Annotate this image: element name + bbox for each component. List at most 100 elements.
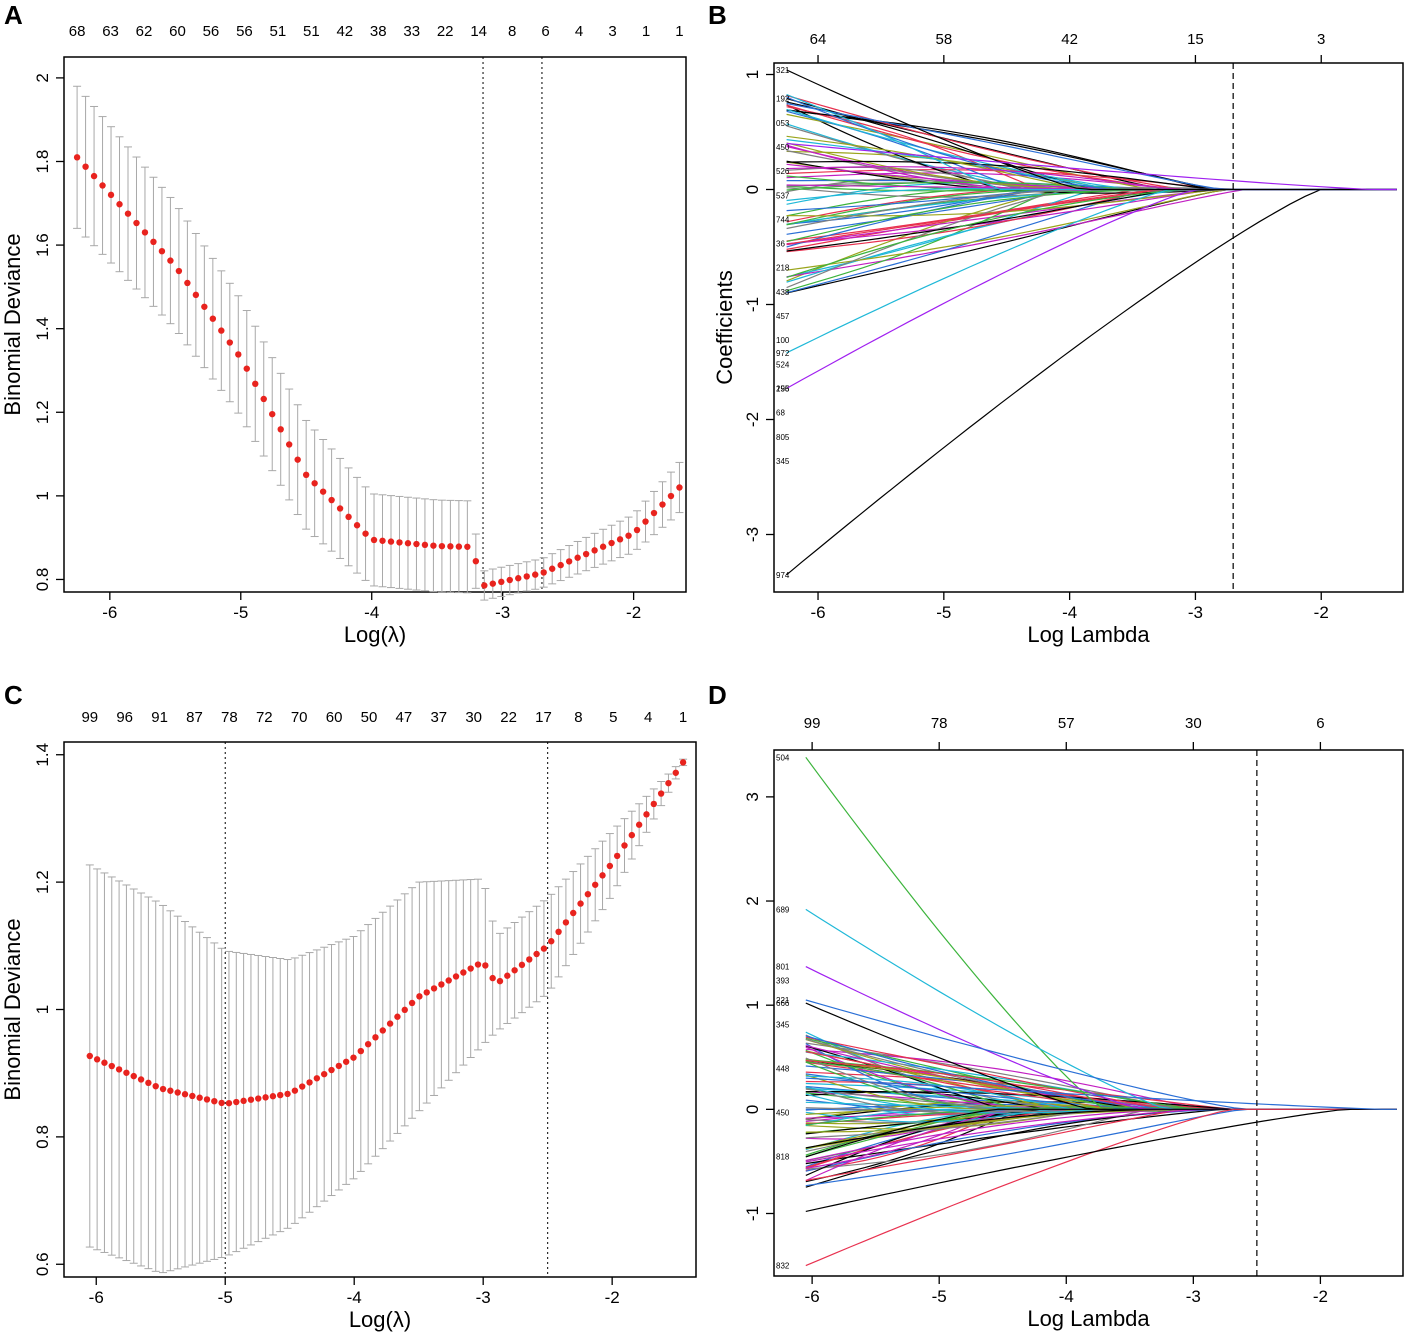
panel-a-data-point xyxy=(235,351,242,358)
panel-a-data-point xyxy=(455,543,463,550)
panel-a-top-axis-label: 22 xyxy=(437,23,454,40)
panel-c-data-point xyxy=(423,989,430,996)
panel-c-data-point xyxy=(599,872,606,879)
panel-c-data-point xyxy=(159,1085,167,1093)
panel-d-top-axis-label: 30 xyxy=(1185,715,1202,732)
panel-a-data-point xyxy=(540,569,547,576)
panel-a-top-axis-label: 62 xyxy=(136,23,153,40)
panel-a-data-point xyxy=(557,561,564,569)
panel-b-variable-label: 295 xyxy=(776,384,790,393)
panel-c-data-point xyxy=(233,1098,240,1106)
panel-c-data-point xyxy=(577,900,584,907)
panel-c-data-point xyxy=(189,1092,196,1100)
panel-a-data-point xyxy=(404,540,412,547)
panel-a-data-point xyxy=(447,543,454,550)
panel-c-data-point xyxy=(489,974,496,982)
panel-d-top-axis-label: 99 xyxy=(804,715,821,732)
panel-c-data-point xyxy=(540,945,548,952)
panel-c-data-point xyxy=(533,950,540,958)
panel-b-x-axis-title: Log Lambda xyxy=(1027,622,1150,647)
panel-c-data-point xyxy=(613,852,621,860)
panel-a-chart: -6 -5 -4 -3 -2 0.8 1 1.2 1.4 1.6 1.8 2 Log(λ) Binomia… xyxy=(0,23,687,647)
panel-label-a: A xyxy=(4,0,23,30)
panel-a-data-point xyxy=(650,509,658,517)
panel-b-x-tick-label: -4 xyxy=(1062,603,1077,622)
panel-c-x-tick-label: -3 xyxy=(476,1288,491,1307)
panel-c-data-point xyxy=(342,1058,350,1065)
panel-b-variable-label: 450 xyxy=(776,143,790,152)
panel-d-coef-path-neg-black xyxy=(805,1108,1397,1212)
panel-d-x-axis-title: Log Lambda xyxy=(1027,1306,1150,1331)
panel-a-top-axis-label: 68 xyxy=(69,23,86,40)
panel-b-y-tick-label: 0 xyxy=(743,185,762,194)
panel-d-variable-label: 221 xyxy=(776,996,790,1005)
panel-a-data-point xyxy=(599,543,607,550)
panel-a-data-point xyxy=(633,526,641,534)
panel-d-variable-label: 666 xyxy=(776,999,790,1008)
panel-c-data-point xyxy=(218,1099,225,1107)
panel-a-data-point xyxy=(413,540,420,548)
panel-a-top-axis-label: 60 xyxy=(169,23,186,40)
panel-c-data-point xyxy=(130,1072,137,1080)
panel-b-chart: -6 -5 -4 -3 -2 -3 -2 -1 0 1 Log Lambda Coefficients… xyxy=(712,31,1404,647)
panel-c-data-point xyxy=(408,999,416,1007)
panel-a-y-tick-label: 1.2 xyxy=(33,400,52,424)
panel-c-data-point xyxy=(496,977,504,985)
panel-a-top-axis-label: 1 xyxy=(642,23,650,40)
panel-a-data-point xyxy=(421,541,429,549)
panel-d-variable-label: 801 xyxy=(776,963,790,972)
panel-c-data-point xyxy=(482,962,489,969)
panel-d-top-axis-label: 57 xyxy=(1058,715,1075,732)
panel-a-data-point xyxy=(277,426,284,433)
panel-b-coef-path-var37 xyxy=(786,188,1397,245)
panel-c-top-axis-label: 99 xyxy=(81,709,98,726)
panel-a-data-point xyxy=(294,456,301,463)
panel-c-top-axis-label: 96 xyxy=(116,709,133,726)
panel-a-data-point xyxy=(523,573,530,580)
panel-c-y-tick-label: 0.8 xyxy=(33,1125,52,1149)
panel-a-top-axis-label: 8 xyxy=(508,23,516,40)
panel-c-data-point xyxy=(379,1027,386,1034)
panel-a-top-axis-label: 51 xyxy=(303,23,320,40)
panel-a-data-point xyxy=(464,543,471,550)
panel-c-data-point xyxy=(672,769,679,776)
panel-b-variable-label: 974 xyxy=(776,571,790,580)
panel-c-data-point xyxy=(196,1094,203,1101)
panel-a-data-point xyxy=(141,229,149,236)
panel-d-variable-label: 818 xyxy=(776,1153,790,1162)
panel-b-coef-path-var41 xyxy=(786,106,1397,191)
panel-c-data-point xyxy=(108,1062,115,1070)
panel-a-top-axis-label: 3 xyxy=(608,23,616,40)
panel-c-data-point xyxy=(430,985,438,992)
panel-c-data-point xyxy=(679,759,687,766)
panel-label-d: D xyxy=(708,680,727,710)
panel-b-variable-label: 438 xyxy=(776,288,790,297)
panel-a-data-point xyxy=(260,395,267,403)
panel-c-top-axis-label: 91 xyxy=(151,709,168,726)
panel-b-top-axis-label: 64 xyxy=(810,31,827,48)
panel-a-data-point xyxy=(438,542,446,550)
panel-b-x-tick-label: -6 xyxy=(810,603,825,622)
panel-b-coef-path-974 xyxy=(786,188,1397,576)
panel-a-plot-frame xyxy=(63,56,687,593)
panel-a-data-point xyxy=(133,219,140,227)
panel-b-variable-label: 218 xyxy=(776,264,790,273)
panel-b-variable-label: 526 xyxy=(776,167,790,176)
panel-a-top-axis-label: 1 xyxy=(675,23,683,40)
panel-c-top-axis-label: 37 xyxy=(430,709,447,726)
panel-c-data-point xyxy=(372,1034,379,1041)
panel-d-variable-label: 832 xyxy=(776,1262,790,1271)
panel-c-data-point xyxy=(255,1095,262,1102)
panel-c-y-tick-label: 1.4 xyxy=(33,743,52,767)
panel-a-x-tick-label: -5 xyxy=(233,603,248,622)
panel-c-x-tick-label: -2 xyxy=(605,1288,620,1307)
panel-b-top-axis-label: 3 xyxy=(1317,31,1325,48)
panel-a-top-axis-label: 63 xyxy=(102,23,119,40)
panel-c-data-point xyxy=(115,1066,123,1073)
panel-a-data-point xyxy=(430,542,437,549)
panel-c-data-point xyxy=(306,1079,313,1086)
panel-a-data-point xyxy=(489,580,497,587)
panel-b-variable-label: 744 xyxy=(776,215,790,224)
panel-a-data-point xyxy=(336,505,344,512)
panel-c-y-tick-label: 1 xyxy=(33,1005,52,1014)
